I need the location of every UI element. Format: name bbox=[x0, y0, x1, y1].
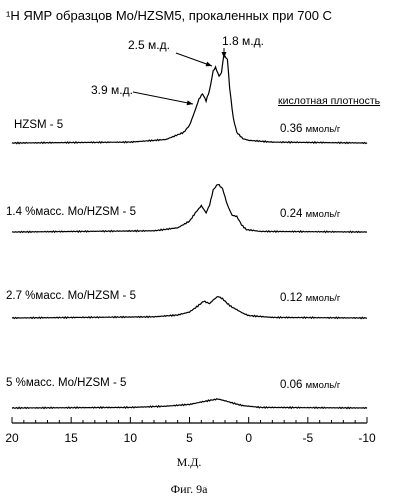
sample-label-1: HZSM - 5 bbox=[14, 119, 63, 131]
spectrum-4: 5 %масс. Mo/HZSM - 5 0.06 ммоль/г bbox=[6, 377, 367, 409]
sample-label-2: 1.4 %масс. Mo/HZSM - 5 bbox=[6, 206, 136, 218]
peak-label-1: 2.5 м.д. bbox=[128, 38, 170, 52]
peak-arrowhead-3 bbox=[187, 100, 193, 105]
acid-density-1: 0.36 ммоль/г bbox=[280, 123, 341, 135]
x-tick-label: 0 bbox=[245, 431, 252, 445]
figure-caption: Фиг. 9а bbox=[171, 482, 208, 496]
x-tick-label: 20 bbox=[5, 431, 19, 445]
peak-arrow-3 bbox=[133, 92, 193, 104]
sample-label-3: 2.7 %масс. Mo/HZSM - 5 bbox=[6, 290, 136, 302]
x-axis: 20 15 10 5 0 -5 -10 bbox=[5, 417, 376, 445]
chart-title: ¹H ЯМР образцов Mo/HZSM5, прокаленных пр… bbox=[6, 8, 332, 23]
x-tick-label: -10 bbox=[358, 431, 376, 445]
x-tick-label: 15 bbox=[64, 431, 78, 445]
sample-label-4: 5 %масс. Mo/HZSM - 5 bbox=[6, 377, 126, 389]
x-tick-label: -5 bbox=[302, 431, 313, 445]
x-tick-label: 5 bbox=[186, 431, 193, 445]
x-axis-label: М.Д. bbox=[177, 455, 202, 469]
x-tick-label: 10 bbox=[124, 431, 138, 445]
spectrum-line-4 bbox=[12, 399, 367, 409]
spectrum-3: 2.7 %масс. Mo/HZSM - 5 0.12 ммоль/г bbox=[6, 290, 367, 319]
peak-arrowhead-1 bbox=[206, 62, 213, 67]
acid-density-header: кислотная плотность bbox=[278, 95, 381, 107]
peak-label-3: 3.9 м.д. bbox=[91, 83, 133, 97]
spectrum-2: 1.4 %масс. Mo/HZSM - 5 0.24 ммоль/г bbox=[6, 185, 367, 233]
acid-density-2: 0.24 ммоль/г bbox=[280, 208, 341, 220]
acid-density-4: 0.06 ммоль/г bbox=[280, 379, 341, 391]
acid-density-3: 0.12 ммоль/г bbox=[280, 292, 341, 304]
peak-label-2: 1.8 м.д. bbox=[222, 34, 264, 48]
